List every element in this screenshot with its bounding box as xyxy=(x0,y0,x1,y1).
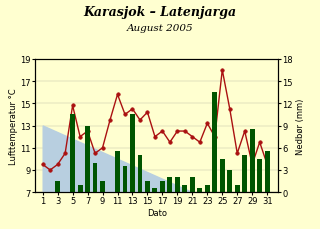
Text: August 2005: August 2005 xyxy=(127,24,193,33)
Bar xyxy=(235,185,240,192)
Bar xyxy=(190,178,195,192)
Bar xyxy=(212,93,217,192)
Bar xyxy=(197,189,202,192)
Text: Karasjok – Latenjarga: Karasjok – Latenjarga xyxy=(84,6,236,19)
Bar xyxy=(167,178,172,192)
Bar xyxy=(123,166,127,192)
Bar xyxy=(130,115,135,192)
Bar xyxy=(227,170,232,192)
Bar xyxy=(175,178,180,192)
Bar xyxy=(92,163,98,192)
Bar xyxy=(78,185,83,192)
Bar xyxy=(85,126,90,192)
Bar xyxy=(138,155,142,192)
Bar xyxy=(115,152,120,192)
Bar xyxy=(265,152,270,192)
Bar xyxy=(242,155,247,192)
Bar xyxy=(153,189,157,192)
Bar xyxy=(55,181,60,192)
X-axis label: Dato: Dato xyxy=(147,208,167,217)
Y-axis label: Nedbør (mm): Nedbør (mm) xyxy=(296,98,305,154)
Bar xyxy=(70,115,75,192)
Bar xyxy=(257,159,262,192)
Bar xyxy=(182,185,187,192)
Bar xyxy=(100,181,105,192)
Y-axis label: Lufttemperatur °C: Lufttemperatur °C xyxy=(9,88,18,164)
Bar xyxy=(220,159,225,192)
Bar xyxy=(145,181,150,192)
Bar xyxy=(250,130,255,192)
Bar xyxy=(160,181,165,192)
Bar xyxy=(205,185,210,192)
